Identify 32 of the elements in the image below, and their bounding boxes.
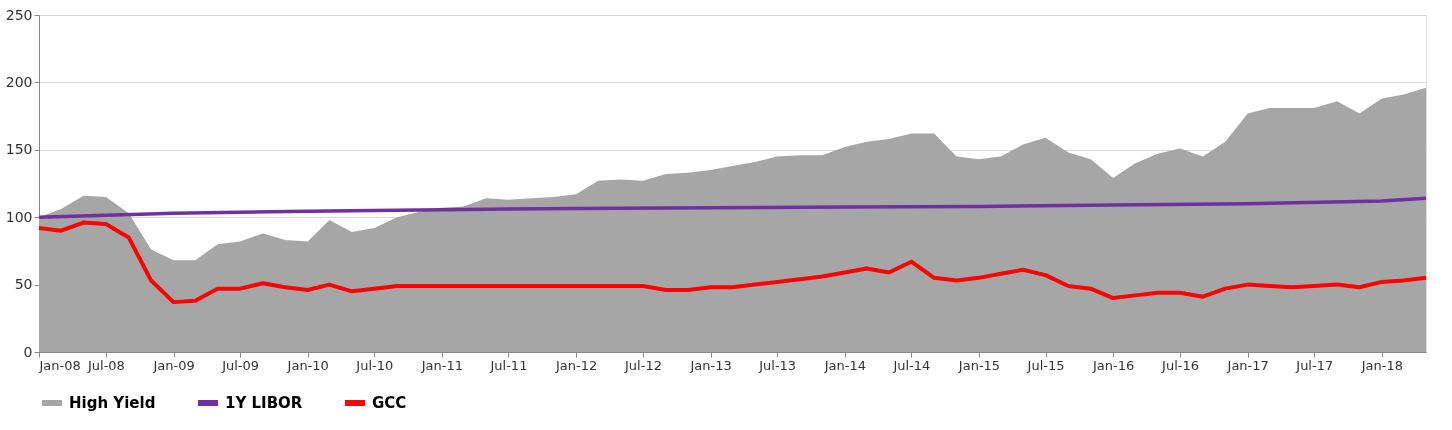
legend-label: GCC xyxy=(372,394,407,412)
x-tick-label: Jan-12 xyxy=(554,357,598,373)
x-tick-label: Jul-08 xyxy=(86,357,125,373)
x-tick-label: Jan-10 xyxy=(286,357,329,373)
x-tick-label: Jan-15 xyxy=(957,357,1001,373)
x-tick-label: Jan-18 xyxy=(1360,357,1404,373)
x-tick-label: Jul-10 xyxy=(355,357,394,373)
x-tick-label: Jan-13 xyxy=(689,357,732,373)
y-tick-label: 0 xyxy=(23,343,33,360)
y-tick-label: 100 xyxy=(5,208,33,225)
x-tick-label: Jan-11 xyxy=(420,357,464,373)
x-tick-label: Jul-11 xyxy=(489,357,528,373)
y-tick-label: 150 xyxy=(5,141,33,158)
x-tick-label: Jul-17 xyxy=(1295,357,1334,373)
x-tick-label: Jan-08 xyxy=(38,357,81,373)
x-tick-label: Jan-14 xyxy=(823,357,866,373)
x-tick-label: Jul-13 xyxy=(758,357,797,373)
x-tick-label: Jan-17 xyxy=(1226,357,1269,373)
x-tick-label: Jan-16 xyxy=(1092,357,1135,373)
legend-label: 1Y LIBOR xyxy=(225,394,303,412)
x-tick-label: Jul-14 xyxy=(892,357,931,373)
y-tick-label: 50 xyxy=(14,276,33,293)
y-tick-label: 250 xyxy=(5,6,33,23)
x-tick-label: Jul-15 xyxy=(1026,357,1065,373)
x-tick-label: Jul-12 xyxy=(624,357,662,373)
x-tick-label: Jul-16 xyxy=(1161,357,1200,373)
x-tick-label: Jul-09 xyxy=(221,357,260,373)
legend-label: High Yield xyxy=(69,394,156,412)
x-tick-label: Jan-09 xyxy=(152,357,195,373)
line-series xyxy=(37,220,1428,305)
line-series xyxy=(37,196,1428,219)
y-tick-label: 200 xyxy=(5,73,33,90)
